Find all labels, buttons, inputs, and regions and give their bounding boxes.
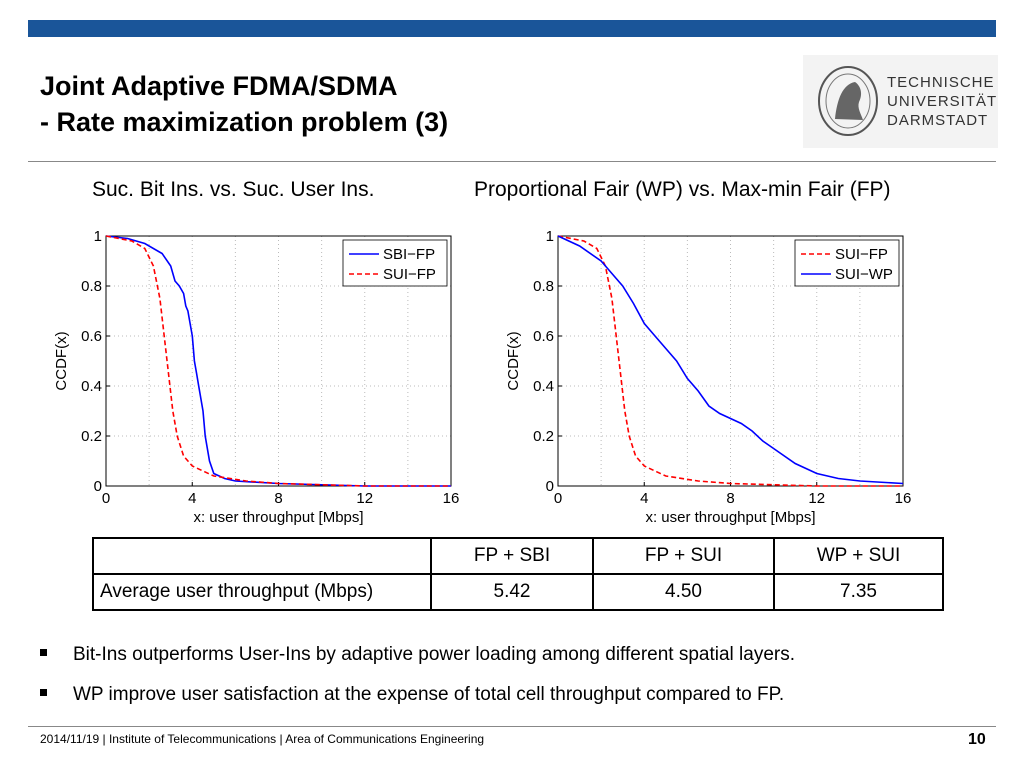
- bullet-item: Bit-Ins outperforms User-Ins by adaptive…: [40, 644, 795, 666]
- slide-title: Joint Adaptive FDMA/SDMA - Rate maximiza…: [40, 68, 448, 140]
- x-tick-label: 4: [188, 490, 196, 507]
- y-tick-label: 0.8: [533, 278, 554, 295]
- right-chart-subtitle: Proportional Fair (WP) vs. Max-min Fair …: [474, 178, 891, 201]
- table-header-empty: [92, 537, 432, 575]
- x-tick-label: 16: [443, 490, 460, 507]
- x-tick-label: 8: [726, 490, 734, 507]
- y-tick-label: 0: [546, 478, 554, 495]
- y-tick-label: 0.4: [81, 378, 102, 395]
- logo-text: TECHNISCHE UNIVERSITÄT DARMSTADT: [887, 73, 997, 130]
- x-tick-label: 8: [274, 490, 282, 507]
- bullet-square-icon: [40, 689, 47, 697]
- table-cell: 5.42: [430, 573, 594, 611]
- bullet-item: WP improve user satisfaction at the expe…: [40, 684, 784, 706]
- series-line: [105, 235, 451, 487]
- y-tick-label: 0.8: [81, 278, 102, 295]
- logo-line2: UNIVERSITÄT: [887, 93, 998, 110]
- series-line: [105, 235, 451, 487]
- table-row: Average user throughput (Mbps) 5.42 4.50…: [92, 573, 944, 611]
- legend-label: SUI−FP: [383, 266, 436, 283]
- table-row-label: Average user throughput (Mbps): [92, 573, 432, 611]
- x-tick-label: 12: [808, 490, 825, 507]
- x-tick-label: 0: [554, 490, 562, 507]
- university-logo: TECHNISCHE UNIVERSITÄT DARMSTADT: [803, 55, 998, 148]
- slide-title-line1: Joint Adaptive FDMA/SDMA: [40, 71, 398, 101]
- legend-box: [342, 239, 448, 287]
- series-line: [557, 235, 903, 487]
- left-ccdf-chart: 0 4 8 12 16 0 0.2 0.4 0.6 0.8 1 x: user throughput …: [53, 228, 460, 526]
- y-tick-label: 0.2: [81, 428, 102, 445]
- legend-label: SUI−WP: [835, 266, 893, 283]
- slide-title-line2: - Rate maximization problem (3): [40, 107, 449, 137]
- x-axis-label: x: user throughput [Mbps]: [645, 509, 815, 526]
- y-tick-label: 0: [94, 478, 102, 495]
- results-table: FP + SBI FP + SUI WP + SUI Average user …: [92, 537, 944, 611]
- legend-label: SBI−FP: [383, 246, 435, 263]
- y-axis-label: CCDF(x): [53, 331, 70, 390]
- athena-emblem-icon: [818, 66, 878, 136]
- y-tick-label: 1: [546, 228, 554, 245]
- legend-label: SUI−FP: [835, 246, 888, 263]
- y-tick-label: 0.4: [533, 378, 554, 395]
- x-axis-label: x: user throughput [Mbps]: [193, 509, 363, 526]
- bullet-text: Bit-Ins outperforms User-Ins by adaptive…: [73, 644, 796, 665]
- table-cell: 4.50: [592, 573, 775, 611]
- table-header-cell: FP + SUI: [592, 537, 775, 575]
- right-ccdf-chart: 0 4 8 12 16 0 0.2 0.4 0.6 0.8 1 x: user throughput …: [505, 228, 912, 526]
- y-axis-label: CCDF(x): [505, 331, 522, 390]
- table-cell: 7.35: [773, 573, 944, 611]
- table-header-cell: FP + SBI: [430, 537, 594, 575]
- header-divider: [28, 161, 996, 162]
- footer-divider: [28, 726, 996, 727]
- y-tick-label: 0.6: [81, 328, 102, 345]
- x-tick-label: 12: [356, 490, 373, 507]
- header-bar: [28, 20, 996, 37]
- x-tick-label: 4: [640, 490, 648, 507]
- page-number: 10: [968, 731, 986, 748]
- y-tick-label: 1: [94, 228, 102, 245]
- x-tick-label: 16: [895, 490, 912, 507]
- left-chart-subtitle: Suc. Bit Ins. vs. Suc. User Ins.: [92, 178, 375, 201]
- table-header-cell: WP + SUI: [773, 537, 944, 575]
- footer-text: 2014/11/19 | Institute of Telecommunicat…: [40, 732, 485, 746]
- logo-line3: DARMSTADT: [887, 112, 989, 129]
- y-tick-label: 0.2: [533, 428, 554, 445]
- legend-box: [794, 239, 900, 287]
- logo-line1: TECHNISCHE: [887, 74, 995, 91]
- x-tick-label: 0: [102, 490, 110, 507]
- series-line: [557, 235, 904, 485]
- bullet-text: WP improve user satisfaction at the expe…: [73, 684, 785, 705]
- table-header-row: FP + SBI FP + SUI WP + SUI: [92, 537, 944, 575]
- bullet-square-icon: [40, 649, 47, 657]
- y-tick-label: 0.6: [533, 328, 554, 345]
